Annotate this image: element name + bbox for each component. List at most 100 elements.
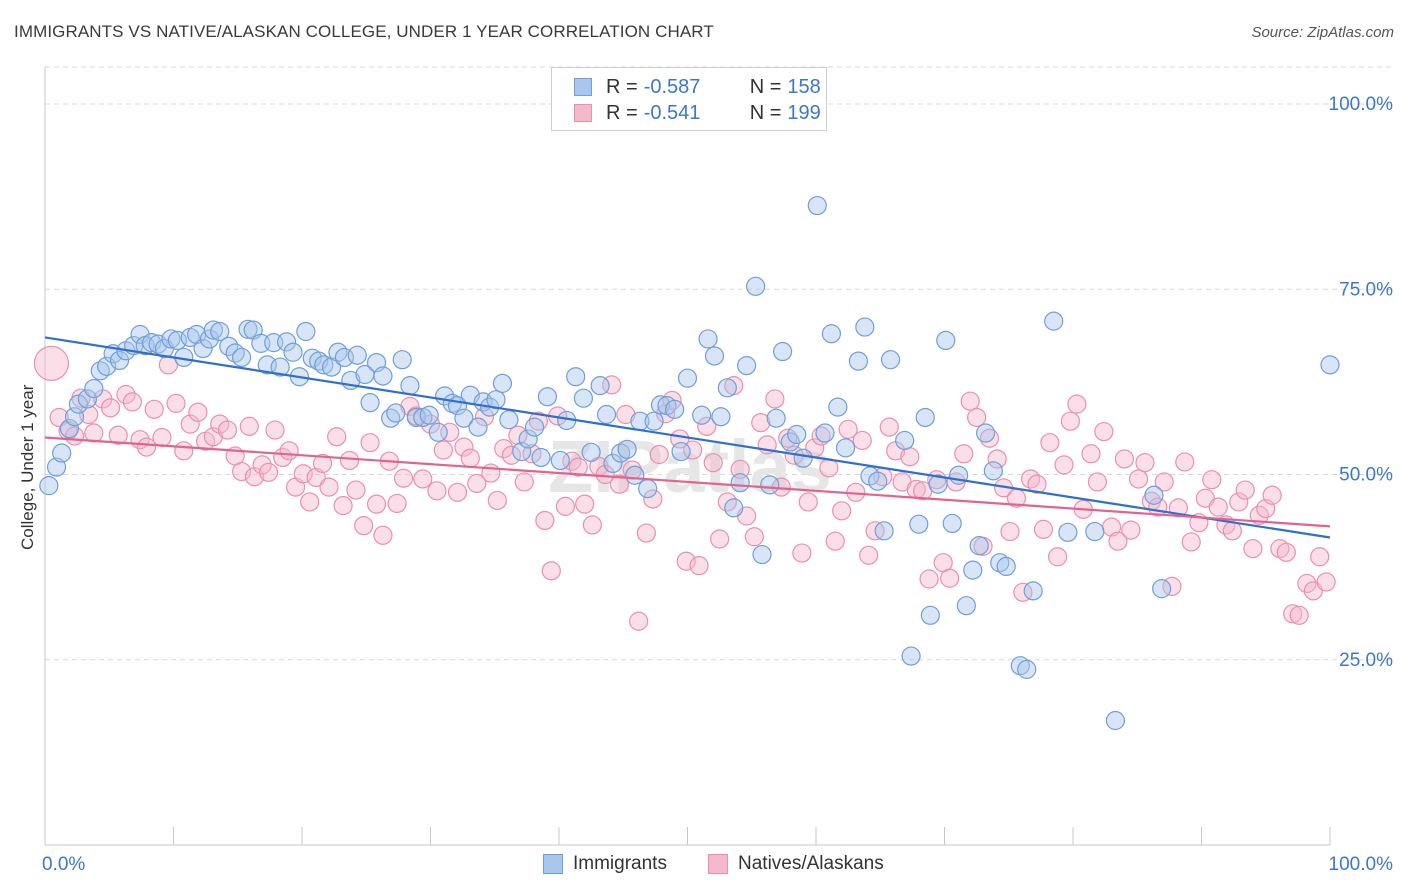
natives-point — [258, 462, 279, 482]
immigrants-point — [59, 418, 80, 439]
natives-point — [306, 467, 326, 488]
natives-point — [1208, 497, 1228, 517]
natives-point — [122, 392, 142, 412]
immigrants-point — [772, 341, 793, 362]
natives-point — [79, 404, 99, 425]
natives-point — [1181, 532, 1201, 552]
natives-point — [792, 543, 812, 563]
immigrants-point — [704, 346, 725, 366]
natives-point — [387, 493, 407, 514]
legend-item-immigrants[interactable]: Immigrants — [543, 853, 667, 875]
natives-point — [1081, 444, 1101, 464]
natives-point — [643, 489, 663, 509]
immigrants-point — [1144, 485, 1164, 505]
natives-point — [474, 407, 495, 427]
immigrants-point — [698, 329, 718, 349]
immigrants-point — [1058, 522, 1078, 542]
immigrants-point — [815, 423, 835, 443]
correlation-legend: R = -0.587 N = 158 R = -0.541 N = 199 — [551, 67, 827, 131]
legend-item-natives[interactable]: Natives/Alaskans — [708, 853, 884, 875]
natives-point — [84, 423, 104, 443]
immigrants-point — [942, 513, 962, 534]
immigrants-point — [381, 408, 401, 428]
natives-point — [954, 444, 974, 464]
immigrants-point — [848, 351, 869, 371]
natives-point — [1283, 604, 1303, 624]
natives-point — [751, 413, 771, 433]
immigrants-point — [901, 646, 921, 666]
natives-point — [1108, 531, 1128, 551]
natives-point — [697, 416, 717, 436]
immigrants-point — [644, 411, 664, 431]
natives-point — [1054, 455, 1074, 475]
immigrants-point — [499, 410, 519, 430]
natives-point — [293, 464, 313, 484]
immigrants-point — [203, 320, 223, 340]
y-tick-label: 100.0% — [1329, 94, 1394, 115]
y-tick-label: 25.0% — [1339, 650, 1393, 671]
natives-point — [136, 437, 157, 457]
legend-label: Immigrants — [573, 853, 667, 874]
immigrants-point — [928, 474, 948, 494]
immigrants-point — [787, 424, 807, 445]
immigrants-point — [1085, 521, 1105, 542]
natives-point — [765, 389, 785, 409]
natives-point — [703, 453, 723, 473]
y-tick-label: 75.0% — [1339, 279, 1393, 300]
natives-point — [1087, 472, 1108, 492]
immigrants-point — [68, 394, 89, 414]
immigrants-point — [518, 429, 538, 449]
immigrants-point — [360, 393, 380, 413]
natives-point — [1297, 573, 1317, 594]
natives-point — [1235, 480, 1255, 500]
natives-point — [319, 477, 339, 497]
immigrants-point — [590, 376, 610, 396]
immigrants-point — [276, 332, 297, 352]
natives-point — [535, 510, 555, 531]
immigrants-point — [976, 423, 996, 443]
immigrants-point — [77, 389, 98, 409]
immigrants-point — [328, 342, 348, 362]
immigrants-point — [766, 408, 786, 428]
natives-point — [832, 501, 852, 521]
natives-point — [188, 402, 208, 422]
natives-point — [152, 427, 172, 448]
natives-point — [354, 516, 374, 536]
immigrants-point — [296, 321, 316, 342]
natives-point — [360, 433, 380, 453]
natives-point — [1310, 547, 1330, 567]
natives-trend-line — [44, 436, 1331, 528]
immigrants-point — [1044, 311, 1064, 331]
natives-point — [327, 427, 347, 447]
immigrants-trend-line — [44, 336, 1331, 539]
immigrants-point — [936, 330, 956, 351]
tick-labels: 25.0% 50.0% 75.0% 100.0% 0.0% 100.0% — [42, 94, 1393, 875]
natives-point — [1316, 572, 1336, 592]
natives-point — [166, 393, 186, 413]
immigrants-point — [603, 453, 623, 474]
natives-point — [1067, 394, 1087, 414]
immigrants-point — [193, 338, 213, 359]
natives-point — [252, 455, 272, 475]
natives-point — [144, 399, 164, 419]
natives-point — [1000, 521, 1020, 542]
natives-point — [454, 437, 474, 457]
n-value: 199 — [787, 101, 821, 124]
immigrants-point — [920, 605, 940, 625]
natives-point — [333, 496, 353, 516]
natives-point — [244, 467, 265, 487]
immigrants-point — [537, 387, 558, 407]
natives-point — [1154, 472, 1174, 492]
immigrants-point — [512, 441, 532, 462]
r-key: R = — [606, 75, 638, 98]
natives-point — [373, 525, 393, 545]
natives-point — [239, 416, 259, 436]
immigrants-point — [895, 430, 915, 451]
immigrants-point — [793, 448, 813, 468]
immigrants-point — [650, 395, 671, 415]
natives-point — [1175, 452, 1195, 472]
immigrants-point — [868, 471, 888, 491]
natives-point — [232, 461, 252, 482]
immigrants-points — [39, 195, 1340, 731]
natives-point — [279, 441, 299, 461]
